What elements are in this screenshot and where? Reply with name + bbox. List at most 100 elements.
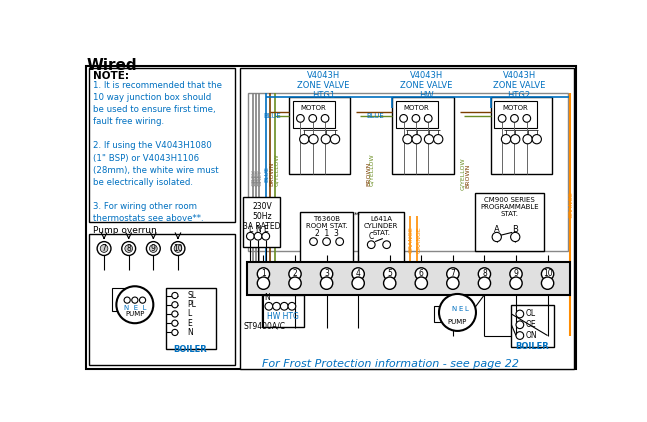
Circle shape [501,135,510,144]
Text: ORANGE: ORANGE [569,191,574,218]
Circle shape [367,241,375,249]
Circle shape [265,303,272,310]
Bar [490,97,552,174]
Circle shape [140,297,146,303]
Bar [243,197,280,247]
Circle shape [300,135,309,144]
Circle shape [400,114,408,122]
Text: GREY: GREY [258,169,263,186]
Text: 1. It is recommended that the
10 way junction box should
be used to ensure first: 1. It is recommended that the 10 way jun… [93,81,223,223]
Text: **: ** [355,212,361,218]
Circle shape [321,114,329,122]
Text: ORANGE: ORANGE [417,226,421,253]
Text: MOTOR: MOTOR [301,105,326,111]
Circle shape [412,114,420,122]
Text: Wired: Wired [86,58,137,73]
Circle shape [172,330,178,335]
Text: PUMP: PUMP [125,311,144,317]
Text: G/YELLOW: G/YELLOW [369,154,375,186]
Circle shape [446,277,459,289]
Text: 10: 10 [543,269,553,279]
Circle shape [415,268,428,280]
Circle shape [412,135,421,144]
Circle shape [254,233,262,240]
Text: 7: 7 [450,269,455,279]
Text: 3: 3 [324,269,329,279]
Circle shape [384,268,396,280]
Circle shape [309,135,318,144]
Circle shape [331,135,340,144]
Text: N: N [452,306,457,312]
Bar [396,101,438,127]
Circle shape [310,238,317,246]
Bar [511,305,554,347]
Bar [475,193,545,251]
Bar [289,97,351,174]
Bar [494,101,537,127]
Bar [112,288,127,311]
Circle shape [384,277,396,289]
Circle shape [516,321,523,329]
Text: BLUE: BLUE [367,113,384,119]
Circle shape [272,303,280,310]
Text: G/YELLOW: G/YELLOW [461,157,465,190]
Circle shape [510,114,518,122]
Circle shape [516,310,523,318]
Text: C: C [369,233,374,241]
Circle shape [97,242,111,255]
Circle shape [433,135,443,144]
Circle shape [132,297,138,303]
Circle shape [424,114,432,122]
Circle shape [478,268,490,280]
Circle shape [289,277,301,289]
Bar [358,212,404,262]
Circle shape [149,245,157,252]
Circle shape [532,135,542,144]
Text: ST9400A/C: ST9400A/C [243,322,285,331]
Text: BROWN: BROWN [366,162,371,186]
Bar [292,101,335,127]
Circle shape [309,114,316,122]
Bar [166,288,215,349]
Text: BOILER: BOILER [515,342,549,351]
Bar [248,93,567,251]
Text: N: N [264,293,270,302]
Circle shape [296,114,304,122]
Text: GREY: GREY [255,169,260,186]
Text: N  E  L: N E L [124,305,146,311]
Circle shape [403,135,412,144]
Bar [240,68,574,369]
Circle shape [280,303,288,310]
Circle shape [247,233,254,240]
Circle shape [352,277,364,289]
Text: 10: 10 [173,244,183,253]
Text: 8: 8 [126,244,131,253]
Text: OE: OE [526,320,536,329]
Circle shape [336,238,344,246]
Text: MOTOR: MOTOR [404,105,430,111]
Circle shape [323,238,331,246]
Circle shape [172,311,178,317]
Text: BROWN: BROWN [269,162,274,186]
Circle shape [174,245,182,252]
Text: MOTOR: MOTOR [502,105,528,111]
Text: L: L [187,309,192,319]
Text: For Frost Protection information - see page 22: For Frost Protection information - see p… [262,359,519,369]
Circle shape [415,277,428,289]
Text: 7: 7 [102,244,107,253]
Text: BROWN: BROWN [465,164,470,188]
Text: 5: 5 [388,269,392,279]
Text: GREY: GREY [252,169,257,186]
Circle shape [510,233,520,242]
Bar [300,212,353,262]
Circle shape [146,242,160,255]
Circle shape [542,268,554,280]
Text: E: E [263,225,268,234]
Text: 6: 6 [419,269,424,279]
Text: 9: 9 [514,269,518,279]
Text: HW HTG: HW HTG [267,312,299,321]
Text: 1: 1 [261,269,266,279]
Text: E: E [458,306,463,312]
Circle shape [446,268,459,280]
Text: 2  1  3: 2 1 3 [314,229,338,238]
